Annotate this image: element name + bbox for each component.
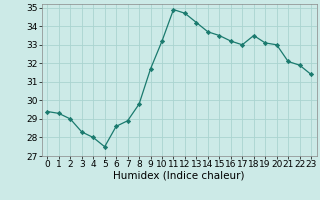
X-axis label: Humidex (Indice chaleur): Humidex (Indice chaleur) [114,171,245,181]
